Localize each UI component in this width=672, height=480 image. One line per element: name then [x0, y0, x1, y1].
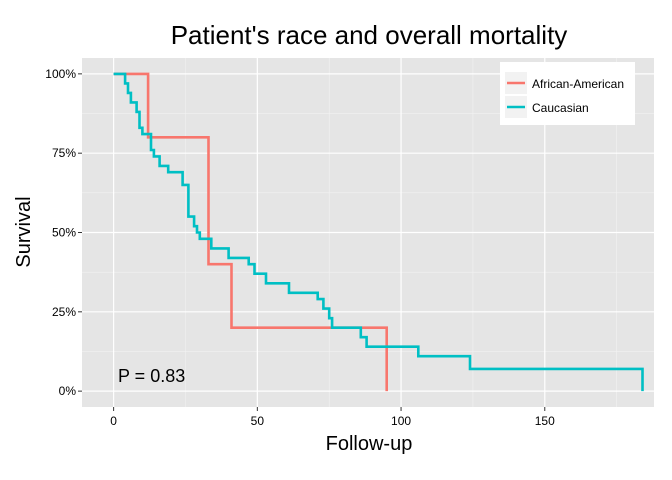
y-tick-label: 100%: [45, 67, 76, 81]
legend: African-American Caucasian: [500, 62, 635, 125]
x-tick-label: 50: [251, 414, 265, 428]
y-tick-label: 25%: [52, 305, 76, 319]
legend-label-african-american: African-American: [532, 77, 624, 91]
y-tick-label: 75%: [52, 146, 76, 160]
x-axis-ticks: 0 50 100 150: [110, 407, 555, 428]
series-layer: [113, 72, 644, 392]
y-tick-label: 0%: [59, 384, 77, 398]
x-tick-label: 100: [391, 414, 411, 428]
p-value-annotation: P = 0.83: [118, 366, 185, 386]
x-tick-label: 0: [110, 414, 117, 428]
x-axis-title: Follow-up: [326, 433, 413, 455]
legend-label-caucasian: Caucasian: [532, 101, 589, 115]
y-tick-label: 50%: [52, 226, 76, 240]
y-axis-ticks: 0% 25% 50% 75% 100%: [45, 67, 82, 398]
series-line-caucasian: [113, 72, 644, 392]
chart-title: Patient's race and overall mortality: [171, 20, 568, 50]
grid-major: [82, 58, 654, 407]
y-axis-title: Survival: [13, 196, 35, 267]
x-tick-label: 150: [535, 414, 555, 428]
